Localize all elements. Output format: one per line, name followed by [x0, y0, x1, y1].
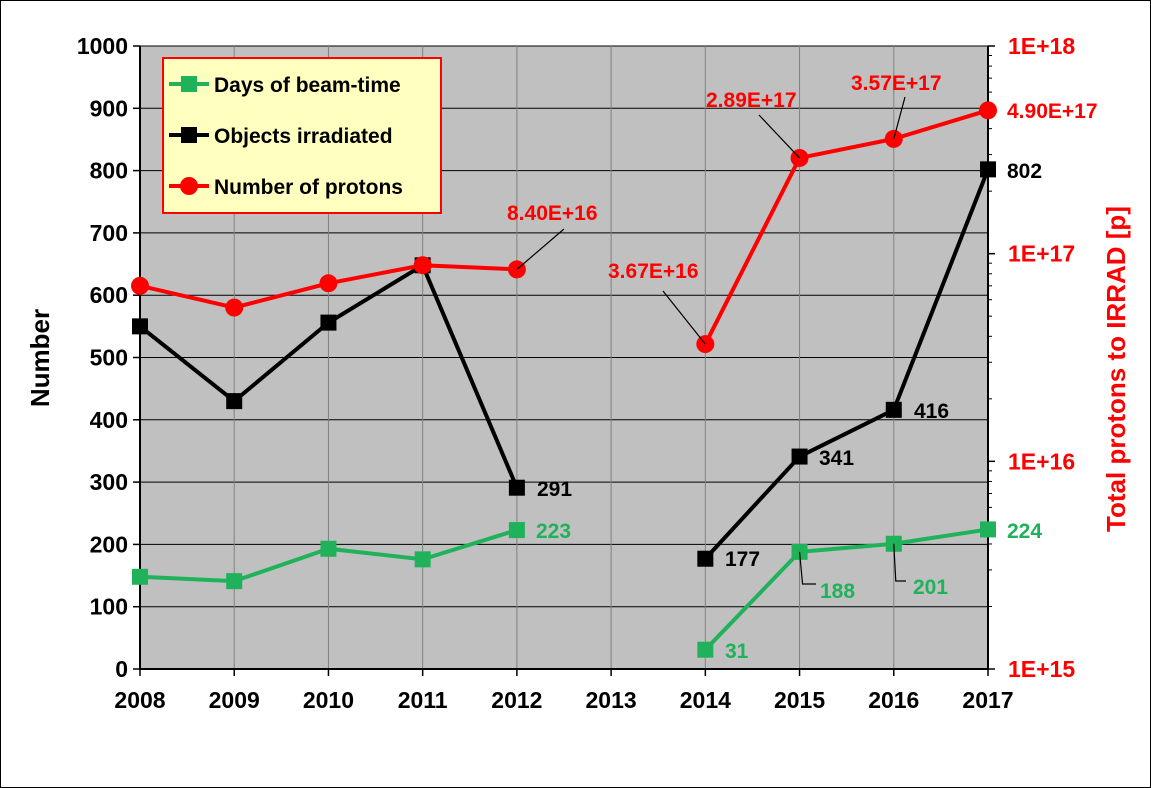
- legend-entry-protons-marker: [180, 177, 198, 195]
- days-data-label: 201: [913, 576, 948, 599]
- left-tick-label: 700: [90, 220, 128, 246]
- objects-data-label: 416: [914, 400, 949, 423]
- objects-data-label: 291: [537, 478, 572, 501]
- left-tick-label: 0: [115, 656, 128, 682]
- protons-leader-line: [516, 228, 565, 270]
- x-tick-label: 2009: [209, 687, 260, 713]
- legend-box: [162, 57, 442, 214]
- days-beam-time-point: [226, 573, 243, 590]
- days-beam-time-point: [697, 641, 714, 658]
- objects-data-label: 341: [819, 447, 854, 470]
- right-tick-label: 1E+18: [1008, 33, 1075, 59]
- left-axis-title: Number: [25, 309, 55, 407]
- objects-irradiated-point: [508, 479, 525, 496]
- days-beam-time-point: [508, 522, 525, 539]
- x-tick-label: 2014: [680, 687, 731, 713]
- right-tick-label: 1E+16: [1008, 448, 1075, 474]
- legend-entry-protons-label: Number of protons: [214, 176, 403, 199]
- number-of-protons-point: [319, 274, 338, 293]
- number-of-protons-point: [979, 101, 997, 120]
- days-data-label: 223: [536, 520, 571, 543]
- objects-irradiated-point: [885, 401, 902, 418]
- objects-irradiated-point: [132, 318, 148, 335]
- x-tick-label: 2010: [303, 687, 354, 713]
- number-of-protons-point: [225, 298, 244, 317]
- days-leader-line: [798, 551, 816, 585]
- x-tick-label: 2008: [114, 687, 165, 713]
- protons-data-label: 3.67E+16: [608, 260, 699, 283]
- number-of-protons-point: [413, 256, 432, 275]
- left-tick-label: 1000: [77, 33, 128, 59]
- days-beam-time-point: [320, 540, 337, 557]
- legend-entry-days-marker: [181, 76, 197, 92]
- x-tick-label: 2012: [491, 687, 542, 713]
- protons-data-label: 3.57E+17: [851, 72, 942, 95]
- left-tick-label: 500: [90, 345, 128, 371]
- days-data-label: 224: [1007, 520, 1042, 543]
- left-tick-label: 100: [90, 594, 128, 620]
- objects-irradiated-point: [980, 161, 996, 178]
- objects-irradiated-line: [703, 168, 990, 561]
- days-beam-time-line: [703, 527, 989, 652]
- protons-data-label: 8.40E+16: [507, 202, 598, 225]
- objects-irradiated-point: [320, 314, 337, 331]
- left-tick-label: 300: [90, 469, 128, 495]
- protons-data-label: 4.90E+17: [1007, 100, 1098, 123]
- left-tick-label: 200: [90, 531, 128, 557]
- left-tick-label: 900: [90, 95, 128, 121]
- x-tick-label: 2013: [586, 687, 637, 713]
- legend-entry-days-label: Days of beam-time: [214, 74, 401, 97]
- x-tick-label: 2015: [774, 687, 825, 713]
- protons-leader-line: [893, 96, 906, 140]
- objects-data-label: 177: [725, 548, 760, 571]
- protons-leader-line: [662, 290, 706, 345]
- left-tick-label: 400: [90, 407, 128, 433]
- objects-irradiated-point: [226, 393, 243, 410]
- days-data-label: 31: [725, 640, 749, 663]
- right-tick-label: 1E+17: [1008, 241, 1075, 267]
- x-tick-label: 2011: [398, 687, 448, 713]
- left-tick-label: 800: [90, 158, 128, 184]
- objects-data-label: 802: [1007, 160, 1042, 183]
- days-beam-time-point: [132, 568, 148, 585]
- x-tick-label: 2017: [962, 687, 1013, 713]
- legend-entry-objects-marker: [181, 127, 197, 143]
- legend-entry-objects-label: Objects irradiated: [214, 125, 393, 148]
- protons-data-label: 2.89E+17: [706, 89, 797, 112]
- days-leader-line: [893, 543, 906, 582]
- objects-irradiated-point: [697, 550, 714, 567]
- days-beam-time-point: [414, 551, 431, 568]
- protons-leader-line: [758, 114, 800, 159]
- days-data-label: 188: [820, 580, 855, 603]
- left-tick-label: 600: [90, 282, 128, 308]
- number-of-protons-line: [703, 108, 989, 345]
- x-tick-label: 2016: [868, 687, 919, 713]
- right-tick-label: 1E+15: [1008, 656, 1075, 682]
- days-beam-time-point: [980, 521, 996, 538]
- objects-irradiated-point: [791, 448, 808, 465]
- right-axis-title: Total protons to IRRAD [p]: [1101, 206, 1131, 532]
- number-of-protons-point: [131, 276, 149, 295]
